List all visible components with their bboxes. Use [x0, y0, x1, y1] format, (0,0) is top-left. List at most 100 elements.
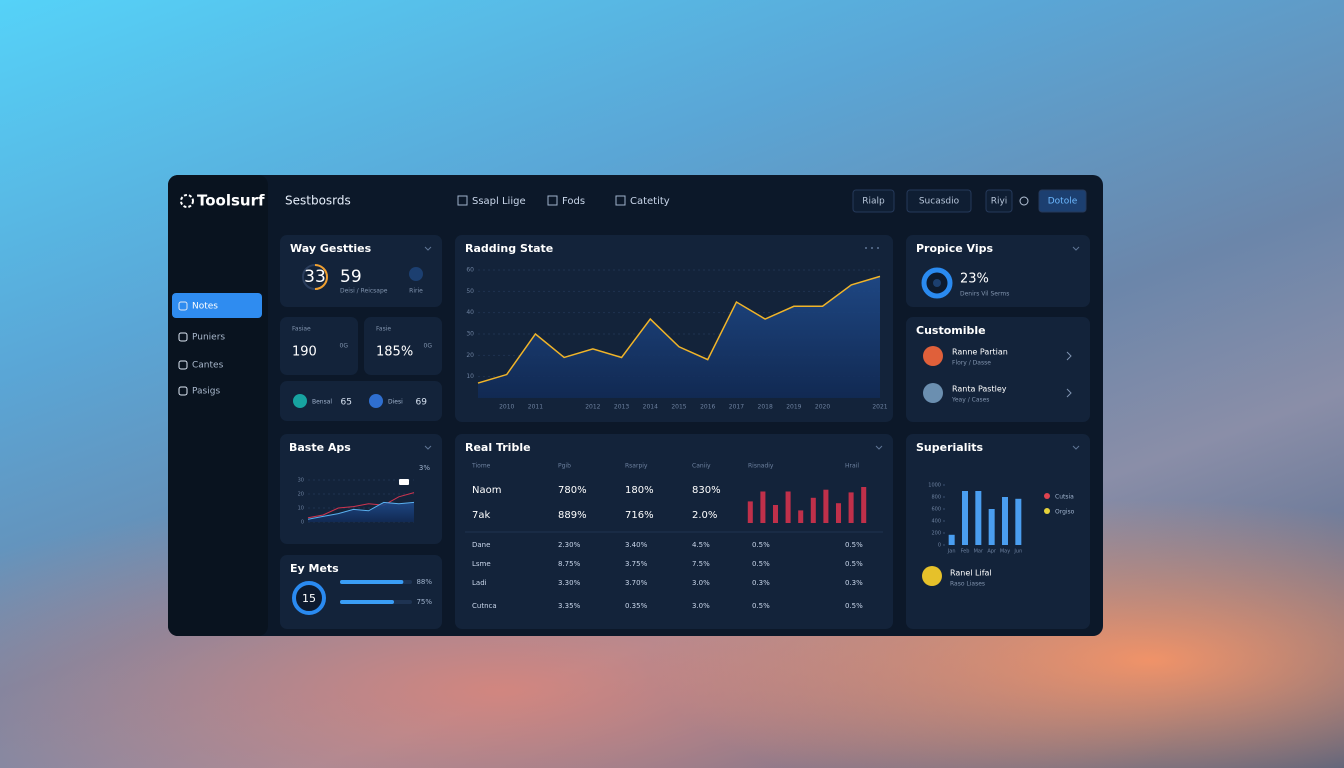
x-tick-label: 2011 [528, 404, 543, 411]
cell: 716% [625, 510, 654, 521]
bar [1002, 497, 1008, 545]
chip-label: Diesi [388, 399, 403, 406]
cell: 3.40% [625, 541, 648, 549]
menu[interactable]: Ssapl Liige [472, 196, 526, 207]
kpi-value: 23% [960, 272, 989, 287]
nav-active[interactable] [172, 293, 262, 318]
button[interactable] [1038, 189, 1087, 213]
x-tick-label: 2014 [643, 404, 658, 411]
mini-label: Fasie [376, 326, 391, 333]
cell: Naom [472, 485, 501, 496]
x-tick-label: 2020 [815, 404, 830, 411]
card-title: Ey Mets [290, 562, 339, 575]
cell: Cutnca [472, 602, 497, 610]
avatar [923, 383, 943, 403]
cell: Lsme [472, 560, 491, 568]
x-tick-label: Mar [974, 549, 984, 555]
card-title: Customible [916, 324, 986, 337]
cell: 0.5% [845, 541, 863, 549]
stat-sub: Deisi / Reicsape [340, 288, 388, 295]
button-label[interactable]: Riyi [991, 197, 1008, 207]
card [906, 235, 1090, 307]
avatar [922, 566, 942, 586]
person-name[interactable]: Ranta Pastley [952, 385, 1007, 394]
chevron [1066, 351, 1072, 361]
x-tick-label: 2015 [671, 404, 686, 411]
card-title: Way Gestties [290, 242, 372, 255]
cell: 3.35% [558, 602, 581, 610]
chevron [1066, 388, 1072, 398]
column-header: Risnadiy [748, 463, 774, 470]
button-label[interactable]: Rialp [862, 197, 885, 207]
nav-item[interactable]: Cantes [192, 361, 224, 371]
logo [180, 194, 194, 208]
progress-bar [340, 600, 394, 604]
stat: 33 [304, 267, 326, 287]
settings-icon[interactable] [1019, 196, 1029, 206]
menu[interactable]: Catetity [630, 196, 670, 207]
bar [823, 489, 829, 523]
nav-icon [178, 332, 188, 342]
person-sub: Raso Liases [950, 581, 985, 588]
marker [399, 479, 409, 485]
chevron [875, 445, 883, 450]
cell: 3.75% [625, 560, 648, 568]
y-tick-label: 30 [466, 331, 474, 338]
bar [835, 503, 842, 523]
cell: 0.3% [845, 579, 863, 587]
cell: 7ak [472, 510, 490, 521]
button[interactable] [985, 189, 1013, 213]
y-tick-label: 60 [466, 267, 474, 274]
button[interactable] [906, 189, 972, 213]
legend-dot [1044, 508, 1050, 514]
cell: 2.30% [558, 541, 581, 549]
button-label[interactable]: Dotole [1048, 197, 1078, 207]
x-tick-label: 2013 [614, 404, 629, 411]
person-name[interactable]: Ranne Partian [952, 348, 1008, 357]
cell: Dane [472, 541, 490, 549]
cell: 780% [558, 485, 587, 496]
mini-value: 185% [376, 345, 413, 360]
line [307, 501, 415, 520]
donut [292, 581, 326, 615]
line [477, 275, 881, 384]
person-sub: Flory / Dasse [952, 360, 991, 367]
stat-sub: Ririe [409, 288, 423, 295]
cell: 0.5% [845, 560, 863, 568]
chevron [424, 445, 432, 450]
mini-label: Fasiae [292, 326, 311, 333]
menu-icon [547, 195, 558, 206]
cell: 0.3% [752, 579, 770, 587]
card-title: Baste Aps [289, 441, 351, 454]
cell: 3.30% [558, 579, 581, 587]
card-title: Radding State [465, 242, 553, 255]
brand: Toolsurf [197, 192, 265, 210]
x-tick-label: Feb [961, 549, 970, 555]
menu-icon [615, 195, 626, 206]
progress-label: 75% [416, 598, 432, 606]
person-name: Ranel Lifal [950, 569, 992, 578]
y-tick-label: 1000 [928, 483, 941, 489]
column-header: Rsarpiy [625, 463, 648, 470]
chevron [1072, 246, 1080, 251]
chip-dot [293, 394, 307, 408]
button-label[interactable]: Sucasdio [919, 197, 960, 207]
y-tick-label: 20 [466, 352, 474, 359]
button[interactable] [852, 189, 895, 213]
legend-dot [1044, 493, 1050, 499]
sidebar [168, 175, 268, 636]
bar [861, 487, 867, 523]
bar [747, 501, 753, 523]
nav-item[interactable]: Puniers [192, 333, 225, 343]
bar [962, 491, 968, 545]
bar [772, 505, 779, 523]
x-tick-label: 2016 [700, 404, 715, 411]
nav-item[interactable]: Pasigs [192, 387, 220, 397]
menu[interactable]: Fods [562, 196, 585, 207]
bar [1015, 498, 1022, 545]
menu-dot [865, 247, 867, 249]
nav-item[interactable]: Notes [192, 302, 218, 312]
cell: 8.75% [558, 560, 581, 568]
